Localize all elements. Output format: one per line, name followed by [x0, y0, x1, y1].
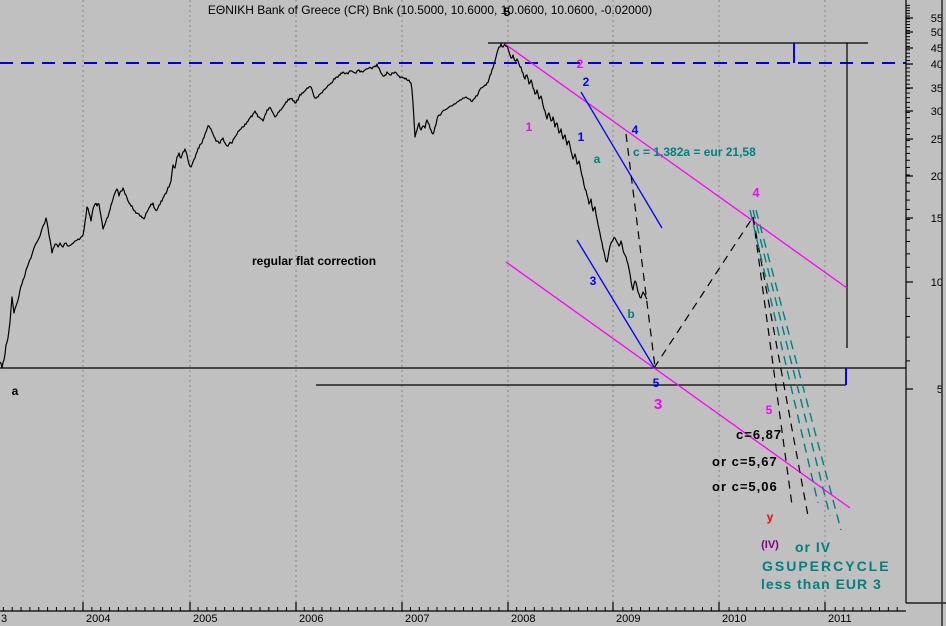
blue-trendline-lower	[576, 239, 655, 368]
wave-5-magenta: 5	[766, 403, 773, 417]
wave-4-magenta: 4	[752, 185, 760, 200]
wave-2-magenta: 2	[577, 57, 584, 71]
y-axis-label-35: 35	[931, 83, 943, 95]
wave-2-blue: 2	[583, 75, 590, 89]
wave-b-teal: b	[627, 307, 634, 321]
wave-3-magenta: 3	[654, 396, 662, 413]
magenta-channel-lower	[505, 261, 851, 509]
wave-y-red: y	[767, 510, 774, 524]
chart-title: EΘNIKH Bank of Greece (CR) Bnk (10.5000,…	[207, 3, 653, 17]
wave-a-black: a	[12, 384, 19, 398]
y-axis-label-55: 55	[931, 13, 943, 25]
wave-a-teal: a	[594, 152, 601, 166]
regular-flat-correction: regular flat correction	[252, 254, 376, 268]
gsupercycle-teal: GSUPERCYCLE	[762, 558, 891, 574]
wave-5-blue: 5	[653, 376, 660, 390]
y-axis-label-45: 45	[931, 43, 943, 55]
y-axis-label-50: 50	[931, 27, 943, 39]
target-c-567: or c=5,67	[712, 454, 778, 469]
teal-dashed-projection-3	[755, 209, 842, 531]
teal-dashed-projection-2	[752, 209, 831, 517]
x-axis-label-2011: 2011	[828, 613, 852, 625]
black-dashed-rally	[653, 216, 754, 369]
blue-trendline-upper	[580, 91, 663, 229]
black-dashed-projection-1	[752, 216, 793, 506]
less-than-eur3-teal: less than EUR 3	[761, 576, 882, 592]
y-axis-label-15: 15	[931, 213, 943, 225]
y-axis-label-25: 25	[931, 134, 943, 146]
x-axis-label-2005: 2005	[193, 613, 217, 625]
wave-5-top: 5	[504, 5, 511, 19]
wave-1-blue: 1	[578, 130, 585, 144]
or-iv-teal: or IV	[795, 539, 831, 555]
target-c-687: c=6,87	[736, 427, 782, 442]
x-axis-label-2007: 2007	[405, 613, 429, 625]
target-c-506: or c=5,06	[712, 479, 778, 494]
y-axis-label-10: 10	[931, 277, 943, 289]
x-axis-label-partial: 3	[1, 613, 7, 625]
target-eur-2158: c = 1,382a = eur 21,58	[633, 145, 756, 159]
black-dashed-projection-2	[752, 216, 809, 517]
price-line	[0, 43, 648, 369]
y-axis-label-40: 40	[931, 59, 943, 71]
y-axis-label-30: 30	[931, 106, 943, 118]
magenta-channel-upper	[504, 43, 848, 289]
wave-4-blue: 4	[632, 123, 639, 137]
y-axis-label-5: 5	[937, 384, 943, 396]
wave-1-magenta: 1	[526, 120, 533, 134]
black-dashed-decline	[625, 133, 656, 368]
wave-iv-purple: (IV)	[761, 539, 779, 551]
x-axis-label-2009: 2009	[616, 613, 640, 625]
teal-dashed-projection-1	[749, 209, 819, 504]
wave-3-blue: 3	[590, 274, 597, 288]
x-axis-label-2004: 2004	[86, 613, 110, 625]
x-axis-label-2006: 2006	[299, 613, 323, 625]
x-axis-label-2010: 2010	[722, 613, 746, 625]
y-axis-label-20: 20	[931, 171, 943, 183]
x-axis-label-2008: 2008	[511, 613, 535, 625]
